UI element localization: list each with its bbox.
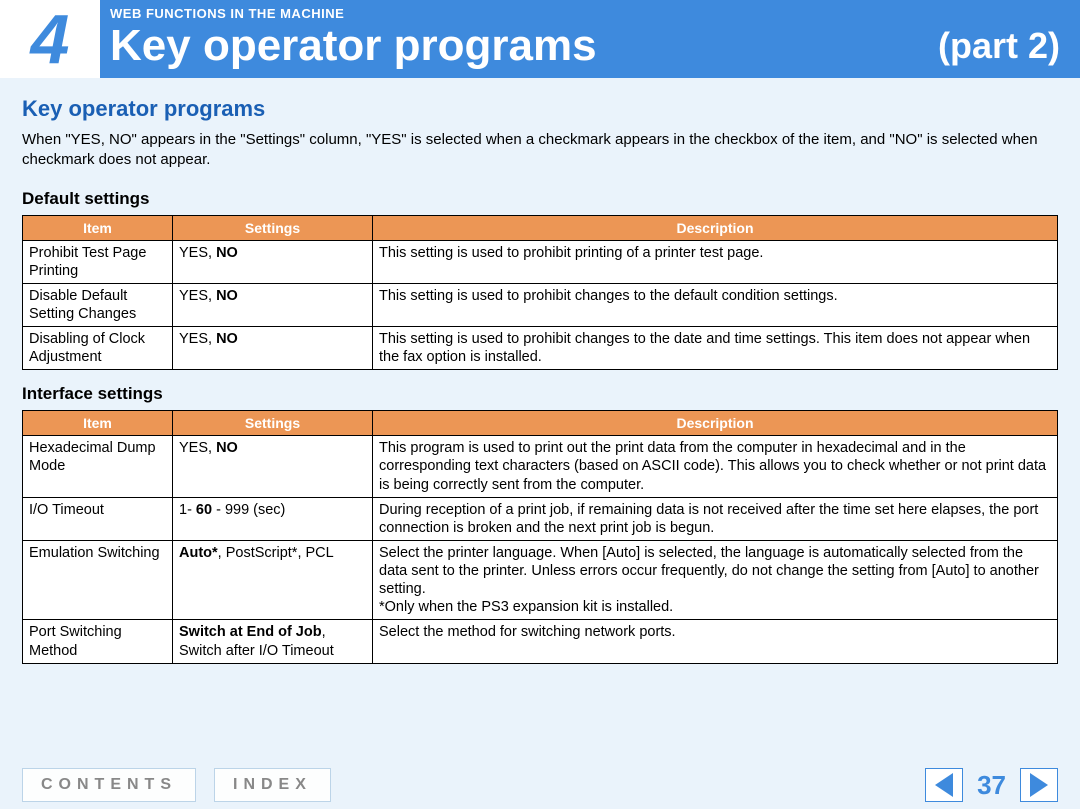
next-page-button[interactable] (1020, 768, 1058, 802)
table-header-row: Item Settings Description (23, 411, 1058, 436)
prev-page-button[interactable] (925, 768, 963, 802)
footer-right: 37 (925, 768, 1058, 802)
table-row: Disable Default Setting ChangesYES, NOTh… (23, 283, 1058, 326)
contents-button[interactable]: CONTENTS (22, 768, 196, 802)
cell-settings: Auto*, PostScript*, PCL (173, 540, 373, 620)
table-row: Disabling of Clock AdjustmentYES, NOThis… (23, 327, 1058, 370)
col-item: Item (23, 215, 173, 240)
cell-description: Select the printer language. When [Auto]… (373, 540, 1058, 620)
col-description: Description (373, 411, 1058, 436)
cell-item: Port Switching Method (23, 620, 173, 663)
cell-settings: YES, NO (173, 240, 373, 283)
cell-settings: YES, NO (173, 436, 373, 497)
default-settings-table: Item Settings Description Prohibit Test … (22, 215, 1058, 371)
cell-description: This setting is used to prohibit changes… (373, 327, 1058, 370)
cell-settings: Switch at End of Job, Switch after I/O T… (173, 620, 373, 663)
arrow-left-icon (935, 773, 953, 797)
cell-item: Prohibit Test Page Printing (23, 240, 173, 283)
default-settings-heading: Default settings (22, 189, 1058, 209)
index-button[interactable]: INDEX (214, 768, 331, 802)
page-number: 37 (977, 770, 1006, 801)
table-row: Prohibit Test Page PrintingYES, NOThis s… (23, 240, 1058, 283)
cell-description: This program is used to print out the pr… (373, 436, 1058, 497)
col-settings: Settings (173, 411, 373, 436)
arrow-right-icon (1030, 773, 1048, 797)
header-main: WEB FUNCTIONS IN THE MACHINE Key operato… (100, 0, 1080, 78)
col-description: Description (373, 215, 1058, 240)
cell-description: This setting is used to prohibit printin… (373, 240, 1058, 283)
chapter-number-box: 4 (0, 0, 100, 78)
table-row: Hexadecimal Dump ModeYES, NOThis program… (23, 436, 1058, 497)
cell-item: Disable Default Setting Changes (23, 283, 173, 326)
cell-item: Emulation Switching (23, 540, 173, 620)
col-settings: Settings (173, 215, 373, 240)
header-part: (part 2) (938, 25, 1060, 67)
cell-settings: YES, NO (173, 283, 373, 326)
header-title: Key operator programs (110, 21, 597, 71)
cell-settings: YES, NO (173, 327, 373, 370)
cell-item: I/O Timeout (23, 497, 173, 540)
page-footer: CONTENTS INDEX 37 (0, 761, 1080, 809)
cell-description: This setting is used to prohibit changes… (373, 283, 1058, 326)
table-row: Port Switching MethodSwitch at End of Jo… (23, 620, 1058, 663)
cell-item: Hexadecimal Dump Mode (23, 436, 173, 497)
cell-description: Select the method for switching network … (373, 620, 1058, 663)
intro-text: When "YES, NO" appears in the "Settings"… (22, 130, 1058, 171)
chapter-number: 4 (31, 4, 70, 74)
table-row: Emulation SwitchingAuto*, PostScript*, P… (23, 540, 1058, 620)
section-title: Key operator programs (22, 96, 1058, 122)
table-header-row: Item Settings Description (23, 215, 1058, 240)
table-row: I/O Timeout1- 60 - 999 (sec)During recep… (23, 497, 1058, 540)
page-content: Key operator programs When "YES, NO" app… (0, 78, 1080, 664)
cell-description: During reception of a print job, if rema… (373, 497, 1058, 540)
col-item: Item (23, 411, 173, 436)
header-supertitle: WEB FUNCTIONS IN THE MACHINE (110, 6, 344, 21)
cell-item: Disabling of Clock Adjustment (23, 327, 173, 370)
interface-settings-heading: Interface settings (22, 384, 1058, 404)
cell-settings: 1- 60 - 999 (sec) (173, 497, 373, 540)
page-header: 4 WEB FUNCTIONS IN THE MACHINE Key opera… (0, 0, 1080, 78)
interface-settings-table: Item Settings Description Hexadecimal Du… (22, 410, 1058, 663)
